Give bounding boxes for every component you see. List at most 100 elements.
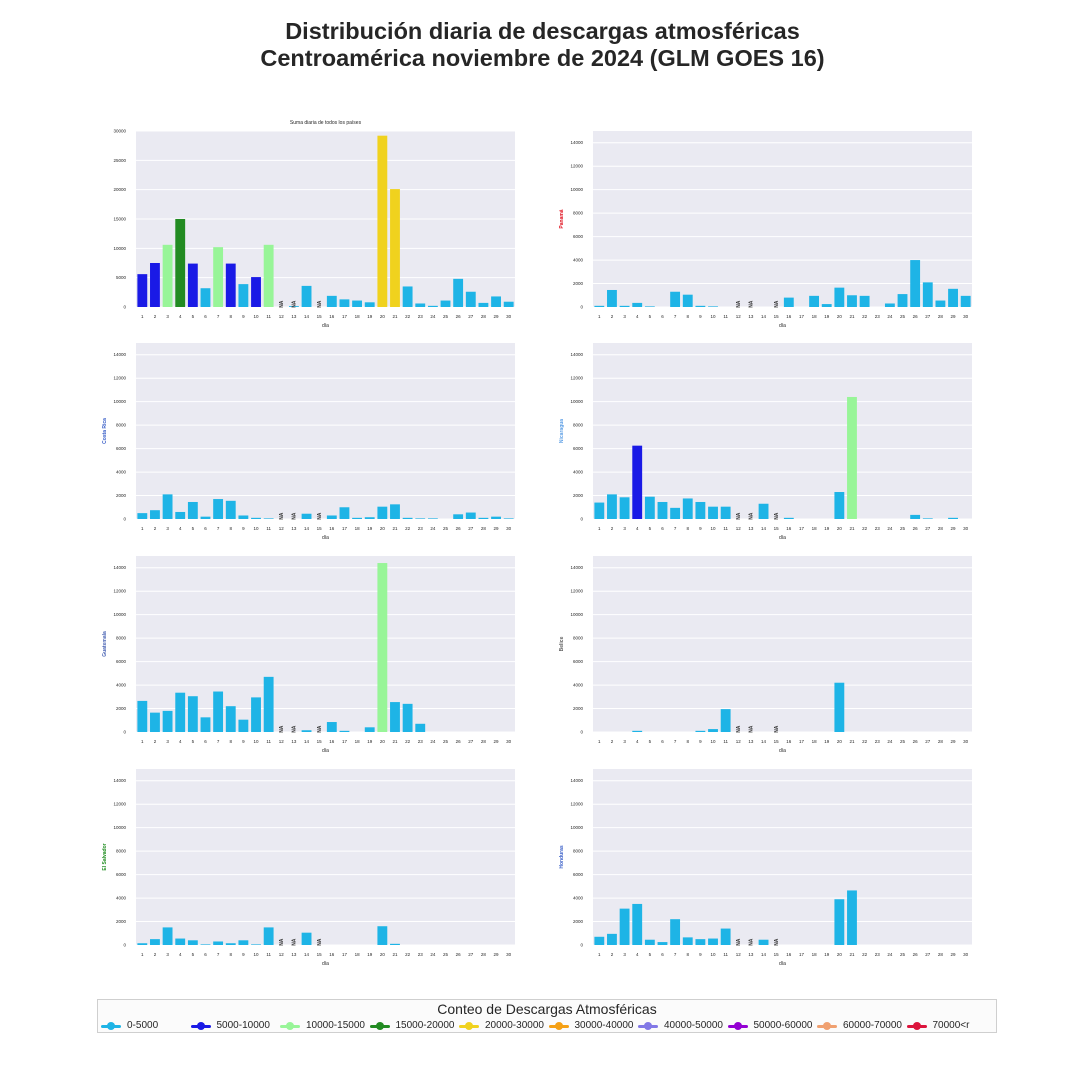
panel-3-bar-day-4 — [175, 511, 186, 519]
panel-4-bar-day-26 — [910, 514, 921, 519]
panel-3-xtick-label: 7 — [217, 526, 220, 531]
panel-4-xtick-label: 15 — [774, 526, 780, 531]
panel-8-xtick-label: 6 — [661, 952, 664, 957]
panel-3-xtick-label: 30 — [506, 526, 512, 531]
panel-6-xtick-label: 10 — [711, 739, 717, 744]
panel-1-xtick-label: 21 — [392, 314, 398, 319]
panel-8-na-label: NA — [774, 938, 780, 946]
panel-2-ylabel: Panamá — [559, 209, 565, 228]
panel-4-xtick-label: 8 — [686, 526, 689, 531]
panel-7-ytick-label: 8000 — [116, 849, 127, 854]
panel-6-xtick-label: 18 — [812, 739, 818, 744]
chart-title-line1: Distribución diaria de descargas atmosfé… — [285, 18, 800, 44]
panel-7-bar-day-14 — [301, 932, 312, 945]
panel-7-xtick-label: 7 — [217, 952, 220, 957]
panel-4-ytick-label: 12000 — [570, 376, 583, 381]
panel-7-xlabel: día — [322, 961, 329, 967]
panel-1-bar-day-25 — [440, 300, 451, 307]
panel-4-bar-day-10 — [708, 506, 718, 519]
panel-2-xtick-label: 18 — [812, 314, 818, 319]
panel-4-ytick-label: 10000 — [570, 399, 583, 404]
panel-8-xtick-label: 15 — [774, 952, 780, 957]
panel-3-bar-day-5 — [187, 501, 198, 519]
panel-1-xtick-label: 2 — [154, 314, 157, 319]
panel-2-xtick-label: 28 — [938, 314, 944, 319]
panel-1-bar-day-13 — [288, 306, 299, 307]
panel-7-xtick-label: 9 — [242, 952, 245, 957]
panel-1-xtick-label: 10 — [254, 314, 260, 319]
panel-2-bar-day-4 — [632, 302, 643, 307]
panel-2-ytick-label: 12000 — [570, 164, 583, 169]
panel-8-xtick-label: 27 — [925, 952, 931, 957]
panel-1-bar-day-29 — [491, 296, 501, 307]
panel-2-xtick-label: 14 — [761, 314, 767, 319]
panel-7-xtick-label: 30 — [506, 952, 512, 957]
panel-1-bar-day-5 — [187, 263, 198, 307]
panel-7-ylabel: El Salvador — [102, 843, 108, 870]
panel-8-bar-day-9 — [695, 939, 706, 945]
panel-1-ytick-label: 20000 — [113, 187, 126, 192]
panel-4-xtick-label: 16 — [786, 526, 792, 531]
panel-1-xtick-label: 15 — [317, 314, 323, 319]
panel-1-ytick-label: 5000 — [116, 275, 127, 280]
panel-4-xtick-label: 17 — [799, 526, 805, 531]
panel-3-xtick-label: 2 — [154, 526, 157, 531]
panel-3-xtick-label: 27 — [468, 526, 474, 531]
panel-6-background — [593, 556, 972, 732]
panel-7-xtick-label: 1 — [141, 952, 144, 957]
panel-8-na-label: NA — [749, 938, 755, 946]
panel-3-xtick-label: 20 — [380, 526, 386, 531]
panel-4-bar-day-4 — [632, 445, 643, 519]
panel-4-ytick-label: 2000 — [573, 493, 584, 498]
panel-1-bar-day-24 — [427, 305, 438, 307]
panel-7-bar-day-7 — [213, 941, 224, 945]
panel-6-xtick-label: 16 — [786, 739, 792, 744]
panel-5-bar-day-6 — [200, 717, 211, 732]
panel-3-xtick-label: 4 — [179, 526, 182, 531]
panel-6-xtick-label: 13 — [748, 739, 754, 744]
panel-8-bar-day-2 — [607, 933, 617, 945]
panel-3-xtick-label: 13 — [291, 526, 297, 531]
panel-1-xtick-label: 8 — [229, 314, 232, 319]
panel-4-xtick-label: 21 — [849, 526, 855, 531]
panel-7-bar-day-8 — [225, 943, 236, 945]
panel-4-ytick-label: 0 — [580, 517, 583, 522]
panel-8-xtick-label: 29 — [951, 952, 957, 957]
panel-2-bar-day-27 — [922, 282, 933, 307]
panel-5-background — [136, 556, 515, 732]
panel-1-bar-day-9 — [238, 284, 249, 307]
panel-5-ytick-label: 4000 — [116, 683, 127, 688]
panel-7-bar-day-11 — [263, 927, 274, 945]
panel-3-xtick-label: 15 — [317, 526, 323, 531]
panel-5-xtick-label: 25 — [443, 739, 449, 744]
panel-5-ytick-label: 8000 — [116, 636, 127, 641]
panel-4-na-label: NA — [774, 512, 780, 520]
panel-6-xtick-label: 29 — [951, 739, 957, 744]
panel-8-bar-day-3 — [619, 908, 630, 945]
panel-4-xtick-label: 13 — [748, 526, 754, 531]
panel-7-xtick-label: 17 — [342, 952, 348, 957]
panel-4-bar-day-14 — [758, 503, 769, 519]
panel-6-xtick-label: 2 — [611, 739, 614, 744]
panel-8-ytick-label: 10000 — [570, 825, 583, 830]
panel-7-bar-day-4 — [175, 938, 186, 945]
panel-2-xtick-label: 7 — [674, 314, 677, 319]
panel-6-xtick-label: 1 — [598, 739, 601, 744]
panel-5-xtick-label: 29 — [494, 739, 500, 744]
panel-5-xlabel: día — [322, 748, 329, 754]
panel-8-xtick-label: 22 — [862, 952, 868, 957]
panel-1-xtick-label: 24 — [430, 314, 436, 319]
panel-6-bar-day-10 — [708, 729, 718, 732]
panel-1-bar-day-17 — [339, 299, 350, 307]
panel-3-xtick-label: 23 — [418, 526, 424, 531]
panel-2-bar-day-3 — [619, 305, 630, 307]
panel-8-xtick-label: 7 — [674, 952, 677, 957]
panel-6-xtick-label: 19 — [824, 739, 830, 744]
panel-4-xtick-label: 5 — [649, 526, 652, 531]
panel-6-ytick-label: 2000 — [573, 706, 584, 711]
legend-dot-marker — [107, 1022, 115, 1030]
panel-1-xtick-label: 27 — [468, 314, 474, 319]
panel-3-ytick-label: 12000 — [113, 376, 126, 381]
panel-2-bar-day-10 — [708, 306, 718, 307]
panel-7-xtick-label: 15 — [317, 952, 323, 957]
